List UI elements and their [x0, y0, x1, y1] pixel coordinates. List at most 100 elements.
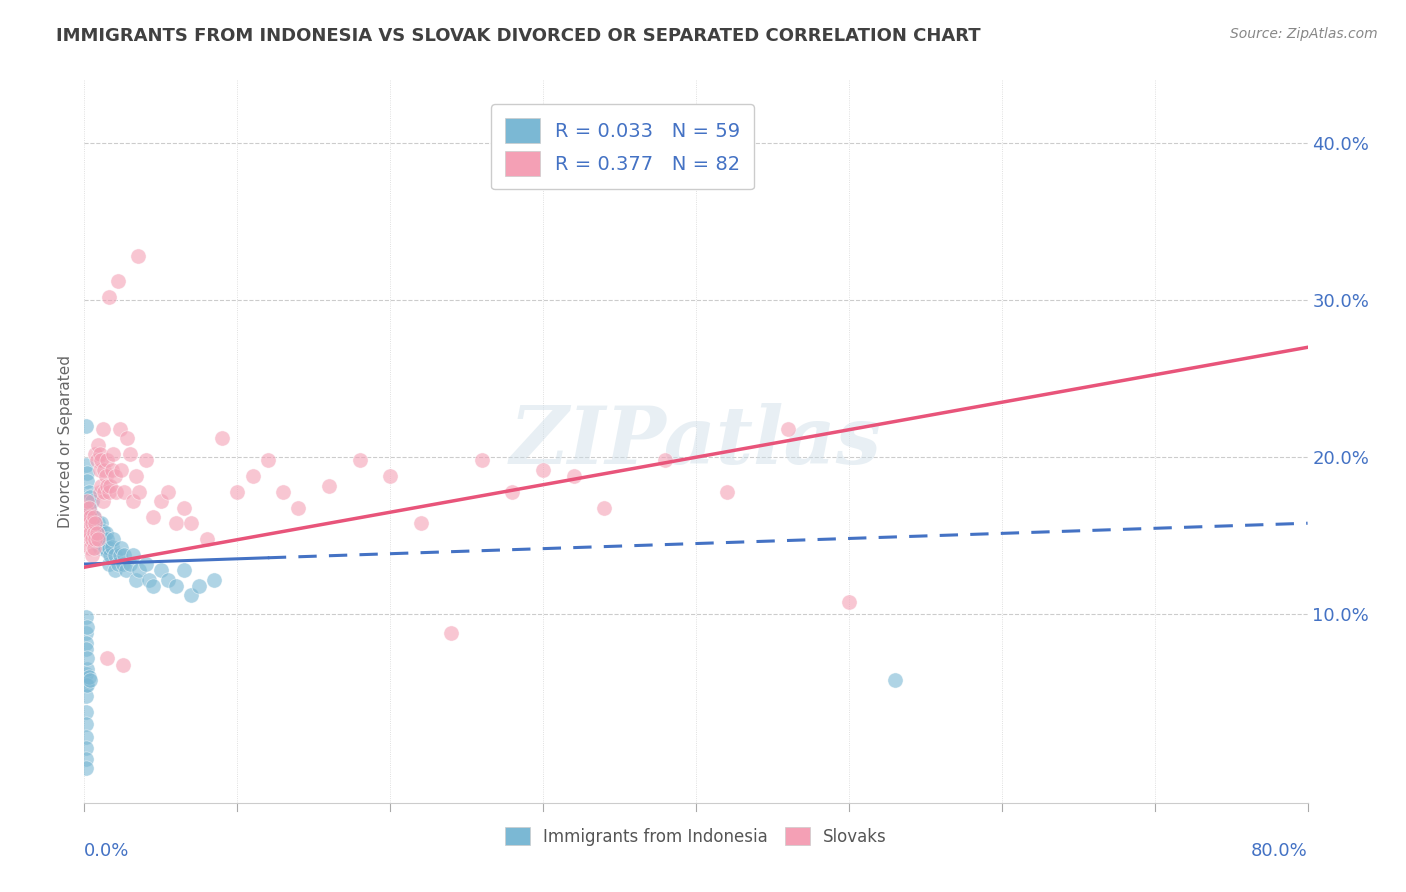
- Point: [173, 563, 195, 577]
- Point: [79, 505, 101, 519]
- Point: [77, 516, 100, 531]
- Point: [75, 678, 97, 692]
- Point: [125, 573, 148, 587]
- Point: [97, 541, 120, 556]
- Point: [110, 463, 132, 477]
- Point: [80, 516, 103, 531]
- Point: [93, 540, 115, 554]
- Point: [380, 469, 402, 483]
- Legend: Immigrants from Indonesia, Slovaks: Immigrants from Indonesia, Slovaks: [498, 821, 894, 852]
- Point: [127, 249, 149, 263]
- Point: [86, 521, 108, 535]
- Point: [180, 516, 202, 531]
- Point: [80, 516, 103, 531]
- Point: [91, 422, 114, 436]
- Point: [165, 516, 187, 531]
- Point: [84, 447, 107, 461]
- Point: [75, 418, 97, 433]
- Point: [226, 484, 249, 499]
- Point: [76, 678, 98, 692]
- Point: [96, 478, 118, 492]
- Point: [91, 540, 114, 554]
- Point: [89, 463, 111, 477]
- Point: [110, 541, 132, 556]
- Point: [440, 626, 463, 640]
- Point: [98, 548, 121, 562]
- Point: [97, 557, 120, 571]
- Point: [202, 573, 225, 587]
- Point: [79, 541, 101, 556]
- Point: [111, 557, 134, 571]
- Point: [83, 510, 105, 524]
- Point: [173, 500, 195, 515]
- Point: [883, 673, 905, 688]
- Point: [104, 469, 127, 483]
- Point: [84, 516, 107, 531]
- Point: [98, 478, 121, 492]
- Point: [75, 610, 97, 624]
- Point: [97, 484, 120, 499]
- Point: [89, 541, 111, 556]
- Point: [101, 463, 124, 477]
- Point: [108, 422, 131, 436]
- Point: [318, 478, 340, 492]
- Point: [112, 548, 135, 562]
- Point: [108, 548, 131, 562]
- Point: [409, 516, 432, 531]
- Point: [94, 525, 117, 540]
- Y-axis label: Divorced or Separated: Divorced or Separated: [58, 355, 73, 528]
- Point: [531, 463, 554, 477]
- Point: [75, 635, 97, 649]
- Point: [76, 620, 98, 634]
- Point: [112, 484, 135, 499]
- Point: [242, 469, 264, 483]
- Point: [79, 510, 101, 524]
- Point: [75, 752, 97, 766]
- Point: [138, 573, 160, 587]
- Point: [107, 557, 129, 571]
- Point: [93, 484, 115, 499]
- Point: [79, 525, 101, 540]
- Point: [89, 484, 111, 499]
- Point: [776, 422, 799, 436]
- Point: [75, 689, 97, 703]
- Point: [91, 524, 114, 538]
- Point: [76, 651, 98, 665]
- Point: [104, 563, 127, 577]
- Point: [75, 516, 97, 531]
- Point: [75, 740, 97, 755]
- Point: [79, 490, 101, 504]
- Point: [75, 730, 97, 744]
- Point: [502, 484, 524, 499]
- Point: [83, 510, 105, 524]
- Point: [75, 458, 97, 472]
- Point: [84, 532, 107, 546]
- Point: [142, 510, 165, 524]
- Point: [104, 548, 127, 562]
- Point: [257, 453, 280, 467]
- Point: [96, 532, 118, 546]
- Text: Source: ZipAtlas.com: Source: ZipAtlas.com: [1230, 27, 1378, 41]
- Point: [80, 548, 103, 562]
- Point: [79, 673, 101, 688]
- Point: [654, 453, 676, 467]
- Point: [86, 525, 108, 540]
- Point: [105, 484, 128, 499]
- Point: [287, 500, 309, 515]
- Point: [77, 500, 100, 515]
- Point: [75, 500, 97, 515]
- Point: [120, 557, 142, 571]
- Point: [188, 579, 211, 593]
- Point: [75, 641, 97, 656]
- Point: [149, 494, 172, 508]
- Point: [157, 573, 180, 587]
- Point: [76, 494, 98, 508]
- Point: [731, 108, 754, 122]
- Point: [120, 447, 142, 461]
- Point: [128, 563, 150, 577]
- Point: [87, 516, 110, 531]
- Point: [84, 532, 107, 546]
- Point: [149, 563, 172, 577]
- Point: [271, 484, 294, 499]
- Point: [86, 536, 108, 550]
